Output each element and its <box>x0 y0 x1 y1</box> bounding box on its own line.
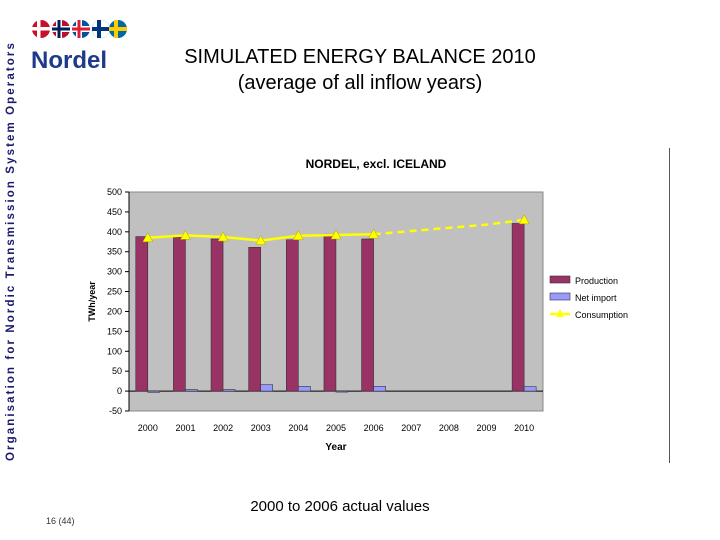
legend-label: Net import <box>575 293 617 303</box>
bar-production <box>210 238 224 392</box>
x-tick-label: 2003 <box>251 423 271 433</box>
bar-production <box>286 239 299 392</box>
x-tick-label: 2010 <box>514 423 534 433</box>
y-tick-label: 300 <box>107 267 122 277</box>
bar-net-import <box>222 389 236 392</box>
consumption-marker <box>217 231 229 242</box>
slide-title: SIMULATED ENERGY BALANCE 2010 (average o… <box>140 44 580 96</box>
y-axis-label: TWh/year <box>87 281 97 322</box>
y-tick-label: 350 <box>107 247 122 257</box>
legend-label: Production <box>575 276 618 286</box>
y-tick-label: 150 <box>107 326 122 336</box>
y-tick-label: 500 <box>107 187 122 197</box>
legend-swatch <box>549 292 571 301</box>
x-axis-label: Year <box>325 442 346 453</box>
nordel-logo: Nordel <box>28 16 128 76</box>
bar-net-import <box>523 386 537 392</box>
chart-title: NORDEL, excl. ICELAND <box>306 157 447 171</box>
flag-sweden-icon <box>109 20 127 38</box>
nordel-logo-graphic: Nordel <box>31 19 127 74</box>
bar-production <box>511 223 525 392</box>
x-tick-label: 2007 <box>401 423 421 433</box>
x-tick-label: 2000 <box>138 423 158 433</box>
consumption-marker <box>292 230 304 241</box>
y-tick-label: 0 <box>117 386 122 396</box>
x-tick-label: 2008 <box>439 423 459 433</box>
slide-title-line2: (average of all inflow years) <box>237 72 483 94</box>
vertical-divider <box>669 148 670 463</box>
consumption-marker <box>142 232 154 243</box>
consumption-marker <box>330 229 342 240</box>
legend-swatch <box>549 275 571 284</box>
bar-production <box>361 238 374 392</box>
bar-net-import <box>185 389 198 392</box>
x-tick-label: 2005 <box>326 423 346 433</box>
x-tick-label: 2001 <box>175 423 195 433</box>
x-tick-label: 2009 <box>477 423 497 433</box>
bar-net-import <box>373 386 386 392</box>
flag-denmark-icon <box>32 20 50 38</box>
bar-production <box>173 236 186 392</box>
legend-marker <box>556 309 564 317</box>
bar-production <box>248 247 261 392</box>
consumption-marker <box>255 235 267 245</box>
bar-net-import <box>298 386 311 392</box>
bar-production <box>323 233 337 392</box>
y-tick-label: 100 <box>107 346 122 356</box>
legend-label: Consumption <box>575 310 628 320</box>
bar-net-import <box>147 390 161 393</box>
x-tick-label: 2002 <box>213 423 233 433</box>
x-tick-label: 2004 <box>288 423 308 433</box>
energy-balance-chart: NORDEL, excl. ICELAND5004504003503002502… <box>87 157 628 453</box>
consumption-line-forecast <box>373 218 525 236</box>
organisation-side-text: Organisation for Nordic Transmission Sys… <box>2 6 20 496</box>
y-tick-label: -50 <box>109 406 122 416</box>
footnote: 2000 to 2006 actual values <box>250 498 430 515</box>
bar-net-import <box>260 384 273 392</box>
y-tick-label: 200 <box>107 306 122 316</box>
y-tick-label: 450 <box>107 207 122 217</box>
flag-iceland-icon <box>72 20 90 38</box>
x-tick-label: 2006 <box>364 423 384 433</box>
flag-norway-icon <box>52 20 70 38</box>
logo-wordmark: Nordel <box>31 47 107 74</box>
y-tick-label: 400 <box>107 227 122 237</box>
consumption-marker <box>368 228 380 239</box>
page-number: 16 (44) <box>46 516 75 526</box>
bar-net-import <box>335 390 349 393</box>
y-tick-label: 50 <box>112 366 122 376</box>
consumption-marker <box>518 214 530 225</box>
slide-title-line1: SIMULATED ENERGY BALANCE 2010 <box>184 46 536 68</box>
flag-finland-icon <box>91 19 111 39</box>
organisation-name: Organisation for Nordic Transmission Sys… <box>5 41 17 461</box>
y-tick-label: 250 <box>107 287 122 297</box>
bar-production <box>135 236 149 392</box>
consumption-marker <box>180 229 191 240</box>
